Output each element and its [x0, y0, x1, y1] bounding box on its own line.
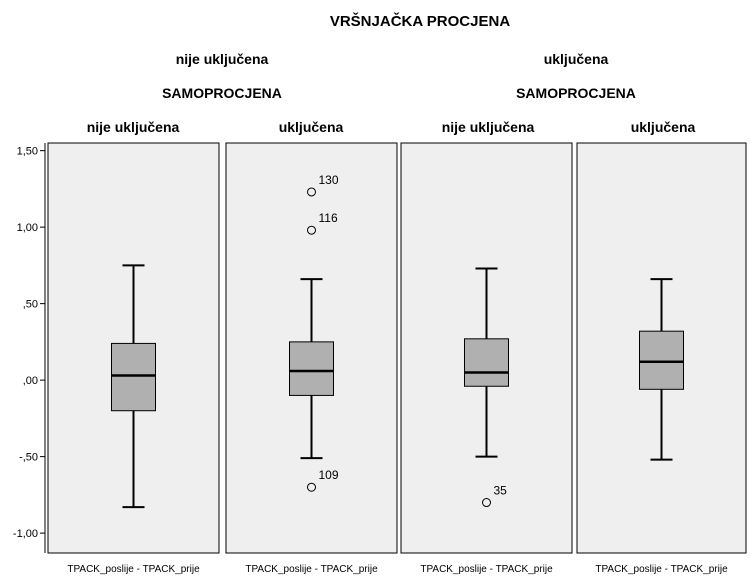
- panel-4: TPACK_poslije - TPACK_prije: [576, 142, 747, 575]
- inner-group-title-2: SAMOPROCJENA: [516, 85, 636, 101]
- y-tick-label: ,50: [23, 299, 38, 311]
- subgroup-label-4: uključena: [631, 119, 696, 135]
- x-category-label: TPACK_poslije - TPACK_prije: [245, 564, 378, 575]
- iqr-box: [111, 342, 156, 412]
- panel-3: 35 TPACK_poslije - TPACK_prije: [400, 142, 573, 575]
- outlier-point: [307, 482, 316, 492]
- outlier-point: [482, 498, 491, 508]
- outlier-label: 109: [319, 468, 339, 482]
- outlier-point: [307, 225, 316, 235]
- iqr-box: [289, 341, 334, 396]
- iqr-box: [639, 330, 684, 390]
- y-tick-label: -,50: [19, 452, 38, 464]
- y-tick-label: -1,00: [13, 528, 38, 540]
- outlier-label: 116: [319, 211, 338, 225]
- x-category-label: TPACK_poslije - TPACK_prije: [67, 564, 200, 575]
- x-category-label: TPACK_poslije - TPACK_prije: [595, 564, 728, 575]
- outlier-point: [307, 187, 316, 197]
- outer-group-label-2: uključena: [544, 51, 609, 67]
- outlier-label: 35: [494, 484, 508, 498]
- panels: TPACK_poslije - TPACK_prije 130 116 109 TPAC…: [47, 142, 747, 575]
- panel-1: TPACK_poslije - TPACK_prije: [47, 142, 220, 575]
- inner-group-title-1: SAMOPROCJENA: [162, 85, 282, 101]
- outer-group-label-1: nije uključena: [176, 51, 269, 67]
- y-axis-ticks: 1,50 1,00 ,50 ,00 -,50 -1,00: [13, 146, 45, 540]
- y-tick-label: 1,50: [17, 146, 38, 158]
- y-tick-label: 1,00: [17, 222, 38, 234]
- subgroup-label-3: nije uključena: [442, 119, 535, 135]
- x-category-label: TPACK_poslije - TPACK_prije: [420, 564, 553, 575]
- y-tick-label: ,00: [23, 375, 38, 387]
- iqr-box: [464, 338, 509, 387]
- subgroup-label-1: nije uključena: [87, 119, 180, 135]
- subgroup-label-2: uključena: [279, 119, 344, 135]
- panel-2: 130 116 109 TPACK_poslije - TPACK_prije: [225, 142, 398, 575]
- chart-title: VRŠNJAČKA PROCJENA: [330, 12, 510, 30]
- outlier-label: 130: [319, 173, 339, 187]
